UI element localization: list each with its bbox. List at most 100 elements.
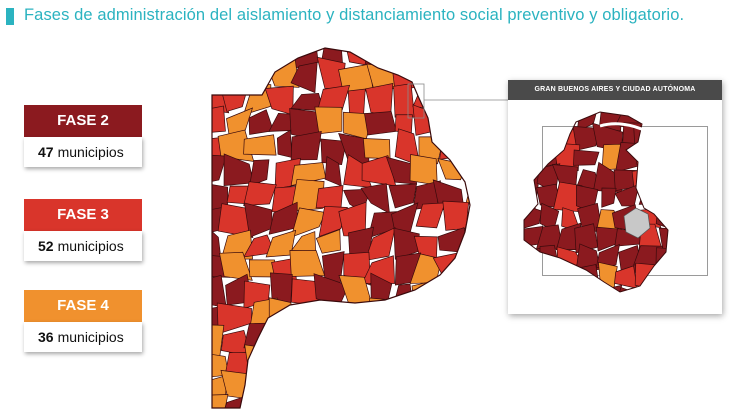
municipality-area: [388, 183, 417, 209]
municipality-area: [343, 326, 368, 347]
municipality-area: [243, 48, 278, 71]
municipality-area: [249, 397, 272, 408]
municipality-area: [555, 266, 584, 288]
municipality-area: [652, 112, 668, 128]
municipality-area: [532, 128, 558, 152]
municipality-area: [658, 227, 668, 251]
municipality-area: [442, 58, 463, 89]
municipality-area: [524, 186, 538, 211]
municipality-area: [220, 48, 252, 67]
municipality-area: [412, 104, 440, 136]
municipality-area: [524, 204, 543, 232]
municipality-area: [290, 349, 324, 380]
municipality-area: [554, 112, 575, 129]
municipality-area: [367, 297, 395, 330]
municipality-area: [524, 266, 542, 292]
legend-count-row: 36 municipios: [24, 322, 142, 352]
municipality-area: [461, 59, 470, 90]
municipality-area: [249, 159, 270, 187]
municipality-area: [632, 288, 659, 292]
municipality-area: [388, 321, 419, 351]
municipality-area: [365, 371, 398, 398]
municipality-area: [652, 187, 668, 210]
municipality-area: [654, 143, 668, 169]
municipality-area: [439, 136, 470, 160]
municipality-area: [315, 229, 341, 254]
municipality-area: [223, 63, 245, 86]
municipality-area: [652, 167, 668, 184]
legend-count: 36: [38, 329, 54, 345]
municipality-area: [535, 112, 562, 128]
municipality-area: [315, 185, 344, 209]
municipality-area: [532, 261, 562, 290]
legend-unit: municipios: [57, 144, 124, 160]
river-line: [599, 122, 645, 132]
municipality-area: [437, 227, 470, 254]
municipality-area: [318, 305, 342, 328]
municipality-area: [244, 344, 277, 380]
gba-outline: [523, 111, 669, 293]
municipality-area: [459, 48, 470, 67]
municipality-area: [614, 265, 638, 289]
municipality-area: [524, 112, 537, 132]
municipality-area: [572, 126, 600, 151]
municipality-area: [459, 332, 470, 352]
legend-count-row: 47 municipios: [24, 137, 142, 167]
municipality-area: [635, 145, 661, 167]
municipality-area: [364, 322, 389, 355]
municipality-area: [437, 300, 466, 334]
municipality-area: [217, 203, 254, 239]
legend-phase-label: FASE 2: [24, 105, 142, 137]
municipality-area: [395, 398, 421, 408]
municipality-area: [437, 377, 462, 405]
municipality-area: [388, 48, 422, 69]
municipality-area: [467, 257, 470, 284]
legend-unit: municipios: [57, 238, 124, 254]
municipality-area: [393, 369, 416, 403]
municipality-area: [361, 347, 394, 382]
municipality-area: [364, 397, 397, 408]
municipality-area: [593, 284, 623, 292]
legend-item-fase-4: FASE 4 36 municipios: [24, 290, 142, 352]
municipality-area: [265, 371, 302, 406]
municipality-area: [291, 320, 321, 356]
municipality-area: [212, 105, 226, 135]
municipality-area: [212, 394, 229, 408]
municipality-area: [414, 58, 444, 91]
legend-count: 47: [38, 144, 54, 160]
municipality-area: [408, 48, 440, 67]
municipality-area: [413, 402, 445, 408]
municipality-area: [433, 399, 469, 408]
municipality-area: [533, 285, 561, 292]
municipality-area: [461, 376, 470, 406]
municipality-area: [321, 322, 346, 357]
municipality-area: [524, 121, 544, 151]
municipality-area: [266, 48, 298, 64]
municipality-area: [462, 304, 470, 329]
municipality-area: [465, 276, 470, 309]
municipality-area: [219, 251, 253, 281]
legend-phase-label: FASE 4: [24, 290, 142, 322]
municipality-area: [347, 88, 366, 115]
municipality-area: [634, 262, 658, 290]
municipality-area: [290, 377, 324, 406]
municipality-area: [243, 134, 277, 156]
legend-phase-label: FASE 3: [24, 199, 142, 231]
municipality-area: [289, 400, 325, 408]
municipality-area: [655, 262, 668, 290]
municipality-area: [415, 202, 446, 229]
inset-locator-box: [407, 83, 425, 119]
municipality-area: [575, 284, 603, 292]
municipality-area: [409, 320, 444, 359]
inset-title: GRAN BUENOS AIRES Y CIUDAD AUTÓNOMA: [508, 80, 722, 100]
municipality-area: [573, 149, 600, 166]
municipality-area: [437, 88, 469, 109]
municipality-area: [338, 352, 370, 379]
province-outline: [211, 47, 471, 409]
municipality-area: [558, 288, 581, 292]
municipality-area: [439, 277, 468, 302]
municipality-area: [337, 374, 373, 399]
municipality-area: [524, 144, 539, 173]
municipality-area: [524, 248, 541, 272]
municipality-area: [386, 298, 422, 331]
